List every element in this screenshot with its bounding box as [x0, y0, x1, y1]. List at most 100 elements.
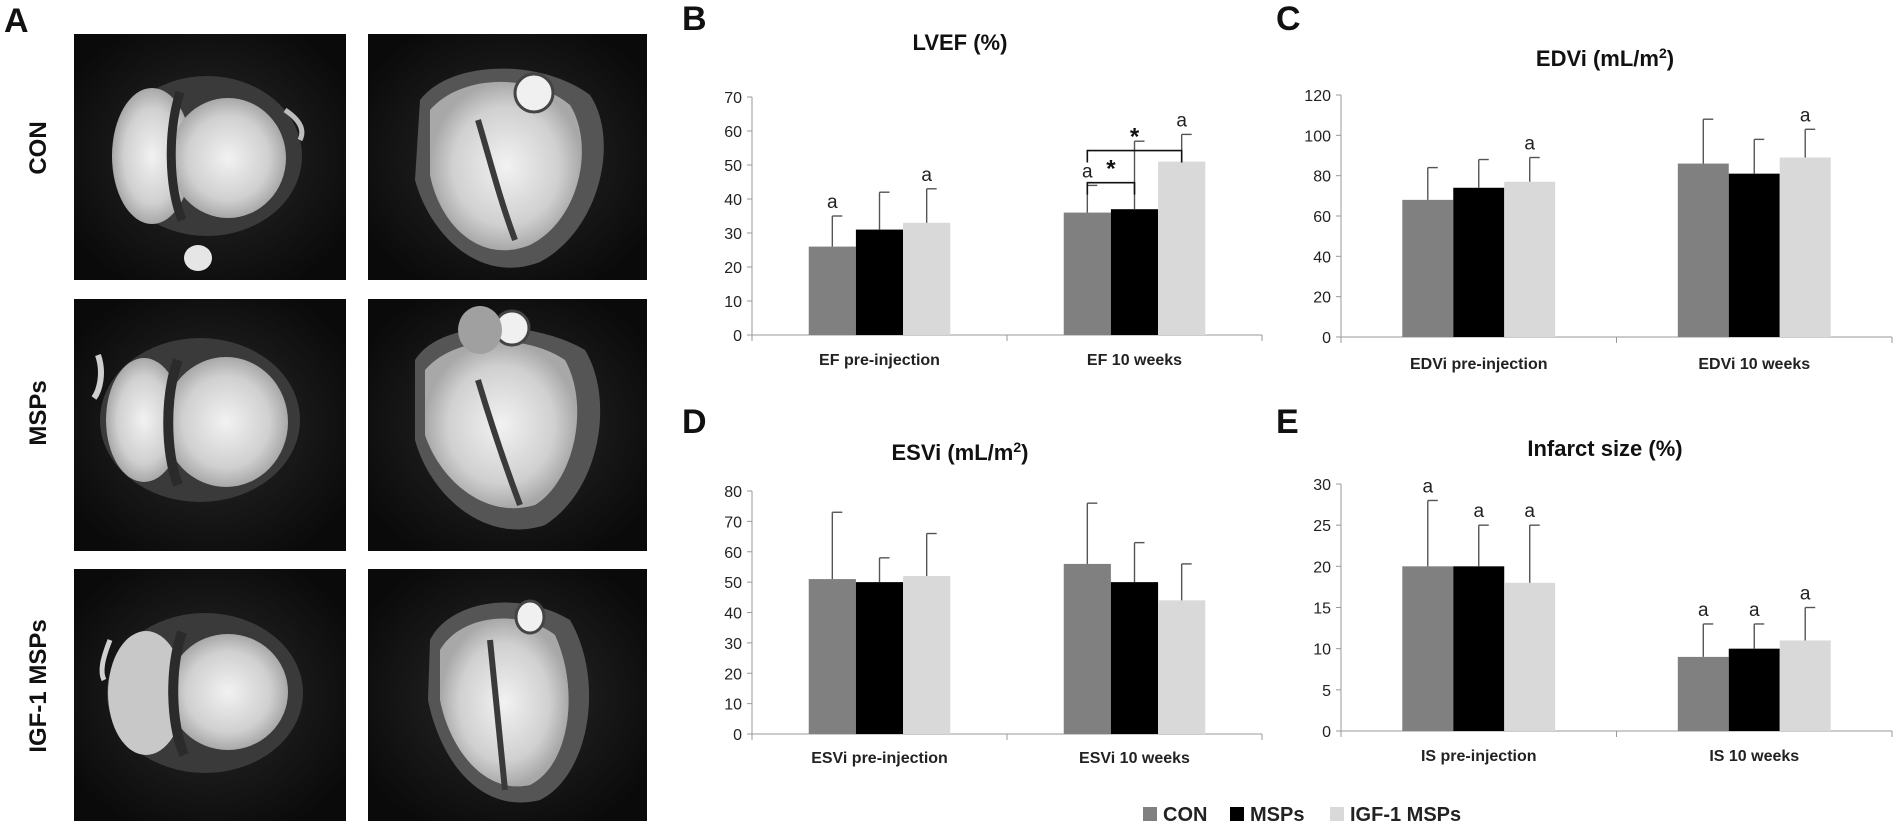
bar-con: [1402, 199, 1454, 337]
significance-letter: a: [921, 165, 932, 186]
significance-letter: a: [1422, 476, 1433, 497]
bar-msps: [855, 229, 904, 335]
bar-igf-1-msps: [1504, 181, 1556, 337]
panel-c-letter: C: [1276, 0, 1301, 38]
bar-igf-1-msps: [1158, 161, 1206, 335]
row-label-igf1-msps: IGF-1 MSPs: [25, 619, 52, 752]
mri-igf1-short-axis: [74, 569, 346, 821]
significance-letter: a: [1524, 501, 1535, 522]
mri-con-short-axis: [74, 34, 346, 280]
y-tick-label: 20: [724, 666, 742, 683]
y-tick-label: 25: [1313, 518, 1331, 535]
bar-msps: [1110, 209, 1159, 335]
y-tick-label: 120: [1304, 88, 1331, 105]
legend-label: CON: [1163, 804, 1207, 826]
significance-letter: a: [1800, 105, 1811, 126]
chart-c-title: EDVi (mL/m2): [1536, 45, 1674, 71]
bar-con: [808, 246, 856, 335]
category-label: EF 10 weeks: [1087, 352, 1182, 369]
legend-swatch-msps: [1230, 807, 1244, 821]
y-tick-label: 10: [724, 294, 742, 311]
y-tick-label: 20: [724, 260, 742, 277]
significance-star: *: [1106, 156, 1116, 183]
category-label: IS 10 weeks: [1709, 748, 1799, 765]
y-tick-label: 60: [724, 124, 742, 141]
mri-msps-long-axis: [368, 299, 647, 551]
y-tick-label: 70: [724, 90, 742, 107]
y-tick-label: 40: [724, 192, 742, 209]
row-label-con: CON: [25, 121, 52, 174]
y-tick-label: 80: [1313, 169, 1331, 186]
y-tick-label: 50: [724, 575, 742, 592]
category-label: EF pre-injection: [819, 352, 940, 369]
panel-a: A CON MSPs IGF-1 MSPs: [4, 2, 647, 821]
bar-msps: [855, 582, 904, 734]
y-tick-label: 60: [1313, 209, 1331, 226]
significance-letter: a: [1176, 110, 1187, 131]
mri-con-long-axis: [368, 34, 647, 280]
y-tick-label: 20: [1313, 290, 1331, 307]
category-label: EDVi 10 weeks: [1698, 356, 1810, 373]
significance-letter: a: [1749, 600, 1760, 621]
significance-bracket: [1086, 181, 1136, 195]
row-label-msps: MSPs: [25, 380, 52, 445]
y-tick-label: 30: [1313, 477, 1331, 494]
bar-con: [1402, 566, 1454, 731]
legend-swatch-igf-1-msps: [1330, 807, 1344, 821]
legend-swatch-con: [1143, 807, 1157, 821]
mri-msps-short-axis: [74, 299, 346, 551]
significance-bracket: [1086, 149, 1183, 163]
legend: CON MSPs IGF-1 MSPs: [1143, 804, 1461, 826]
y-tick-label: 80: [724, 484, 742, 501]
bar-msps: [1728, 173, 1780, 337]
y-tick-label: 100: [1304, 128, 1331, 145]
y-tick-label: 5: [1322, 683, 1331, 700]
bar-con: [1063, 563, 1111, 734]
y-tick-label: 15: [1313, 601, 1331, 618]
chart-panel-e: E Infarct size (%) 0 5 10 15 20 25 30 IS pre-inje…: [1276, 403, 1893, 765]
chart-panel-b: B LVEF (%) 0 10 20 30 40 50 60 70 EF pre-injection…: [682, 0, 1263, 369]
bar-igf-1-msps: [1779, 157, 1831, 337]
bar-igf-1-msps: [1158, 600, 1206, 734]
panel-a-letter: A: [4, 2, 29, 40]
y-tick-label: 30: [724, 226, 742, 243]
legend-label: IGF-1 MSPs: [1350, 804, 1461, 826]
y-tick-label: 0: [1322, 330, 1331, 347]
significance-letter: a: [1524, 134, 1535, 155]
bar-con: [1063, 212, 1111, 335]
y-tick-label: 60: [724, 545, 742, 562]
category-label: ESVi pre-injection: [811, 750, 948, 767]
chart-panel-c: C EDVi (mL/m2) 0 20 40 60 80 100 120 EDVi pre-inj…: [1276, 0, 1893, 373]
bar-con: [808, 579, 856, 734]
bar-con: [1677, 656, 1729, 731]
y-tick-label: 40: [724, 606, 742, 623]
y-tick-label: 20: [1313, 559, 1331, 576]
significance-letter: a: [1698, 600, 1709, 621]
significance-letter: a: [1800, 584, 1811, 605]
significance-letter: a: [1473, 501, 1484, 522]
bar-msps: [1728, 648, 1780, 731]
bar-msps: [1110, 582, 1159, 734]
chart-e-title: Infarct size (%): [1527, 436, 1682, 461]
bar-igf-1-msps: [903, 222, 951, 335]
y-tick-label: 30: [724, 636, 742, 653]
category-label: EDVi pre-injection: [1410, 356, 1548, 373]
bar-msps: [1453, 566, 1505, 731]
panel-e-letter: E: [1276, 403, 1299, 441]
y-tick-label: 40: [1313, 249, 1331, 266]
bar-igf-1-msps: [1504, 582, 1556, 731]
bar-igf-1-msps: [903, 576, 951, 734]
panel-b-letter: B: [682, 0, 707, 38]
y-tick-label: 0: [733, 727, 742, 744]
significance-letter: a: [827, 192, 838, 213]
category-label: ESVi 10 weeks: [1079, 750, 1190, 767]
y-tick-label: 0: [733, 328, 742, 345]
category-label: IS pre-injection: [1421, 748, 1537, 765]
chart-b-title: LVEF (%): [913, 30, 1008, 55]
bar-msps: [1453, 187, 1505, 337]
y-tick-label: 0: [1322, 724, 1331, 741]
bar-con: [1677, 163, 1729, 337]
mri-igf1-long-axis: [368, 569, 647, 821]
significance-star: *: [1130, 124, 1140, 151]
y-tick-label: 70: [724, 514, 742, 531]
